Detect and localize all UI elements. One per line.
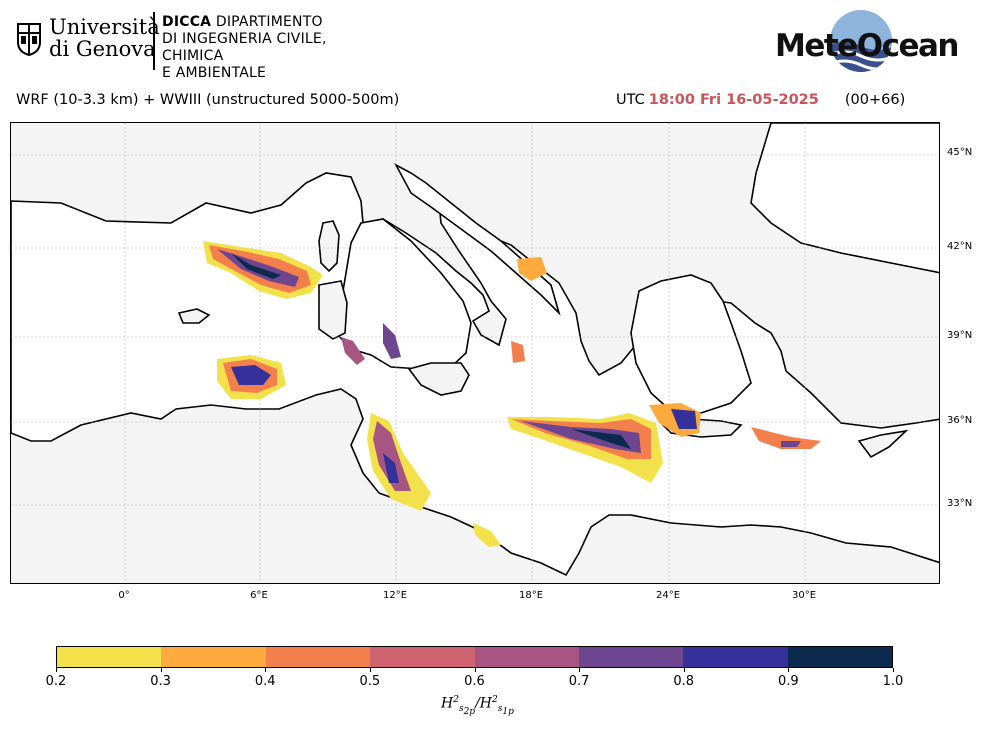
map-gridlines (11, 123, 939, 583)
colorbar-tick-mark (683, 668, 685, 672)
model-title: WRF (10-3.3 km) + WWIII (unstructured 50… (16, 92, 400, 108)
wave-ratio-field (203, 241, 821, 547)
university-name: Università di Genova (49, 15, 160, 61)
lat-label: 45°N (947, 147, 973, 158)
lon-label: 12°E (382, 590, 408, 601)
corsica (318, 220, 340, 273)
forecast-lead: (00+66) (844, 92, 906, 108)
logo-divider (153, 12, 155, 70)
colorbar-segment (161, 647, 266, 667)
colorbar-tick-mark (369, 668, 371, 672)
lon-label: 0° (118, 590, 130, 601)
department-name: DICCA DIPARTIMENTO DI INGEGNERIA CIVILE,… (162, 14, 327, 81)
colorbar-tick-mark (56, 668, 57, 672)
aegean-sea (630, 274, 752, 414)
colorbar-segment (265, 647, 371, 667)
colorbar-tick-mark (265, 668, 267, 672)
unige-logo: Università di Genova DICCA DIPARTIMENTO … (16, 12, 381, 81)
lat-label: 33°N (947, 498, 973, 509)
lon-label: 30°E (791, 590, 817, 601)
colorbar (56, 646, 893, 668)
colorbar-tick-label: 0.2 (45, 674, 67, 689)
sicily (407, 362, 470, 396)
colorbar-tick-label: 0.9 (778, 674, 799, 689)
lat-label: 42°N (947, 241, 973, 252)
university-seal-icon (17, 23, 41, 56)
meteocean-logo: MeteOcean (775, 8, 959, 74)
lon-label: 18°E (518, 590, 544, 601)
colorbar-segment (683, 647, 788, 667)
balearic-islands (177, 308, 211, 324)
meteocean-globe-icon (830, 10, 892, 72)
lon-label: 6°E (250, 590, 268, 601)
colorbar-tick-label: 1.0 (882, 674, 904, 689)
cyprus (857, 429, 909, 459)
colorbar-tick-label: 0.3 (150, 674, 171, 689)
colorbar-tick-label: 0.4 (254, 674, 276, 689)
lat-label: 36°N (947, 415, 973, 426)
colorbar-tick-mark (474, 668, 476, 672)
colorbar-tick-label: 0.7 (568, 674, 590, 689)
lat-label: 39°N (947, 330, 973, 341)
mediterranean-map (11, 123, 939, 583)
colorbar-tick-label: 0.6 (464, 674, 485, 689)
colorbar-segment (474, 647, 579, 667)
adriatic-sea (394, 163, 561, 316)
colorbar-segment (578, 647, 684, 667)
colorbar-segment (370, 647, 475, 667)
utc-label: UTC (616, 92, 645, 108)
colorbar-tick-mark (160, 668, 162, 672)
colorbar-tick-mark (579, 668, 581, 672)
colorbar-tick-label: 0.8 (673, 674, 695, 689)
colorbar-tick-mark (788, 668, 790, 672)
map-panel (10, 122, 940, 584)
colorbar-tick-label: 0.5 (359, 674, 381, 689)
meteocean-wordmark: MeteOcean (775, 28, 959, 64)
lon-label: 24°E (655, 590, 681, 601)
forecast-time: UTC 18:00 Fri 16-05-2025 (00+66) (616, 92, 905, 108)
colorbar-segment (57, 647, 162, 667)
forecast-datetime: 18:00 Fri 16-05-2025 (648, 92, 819, 108)
colorbar-label: H2s2p/H2s1p (441, 695, 514, 718)
colorbar-tick-mark (893, 668, 894, 672)
sardinia (318, 280, 348, 340)
colorbar-segment (787, 647, 892, 667)
